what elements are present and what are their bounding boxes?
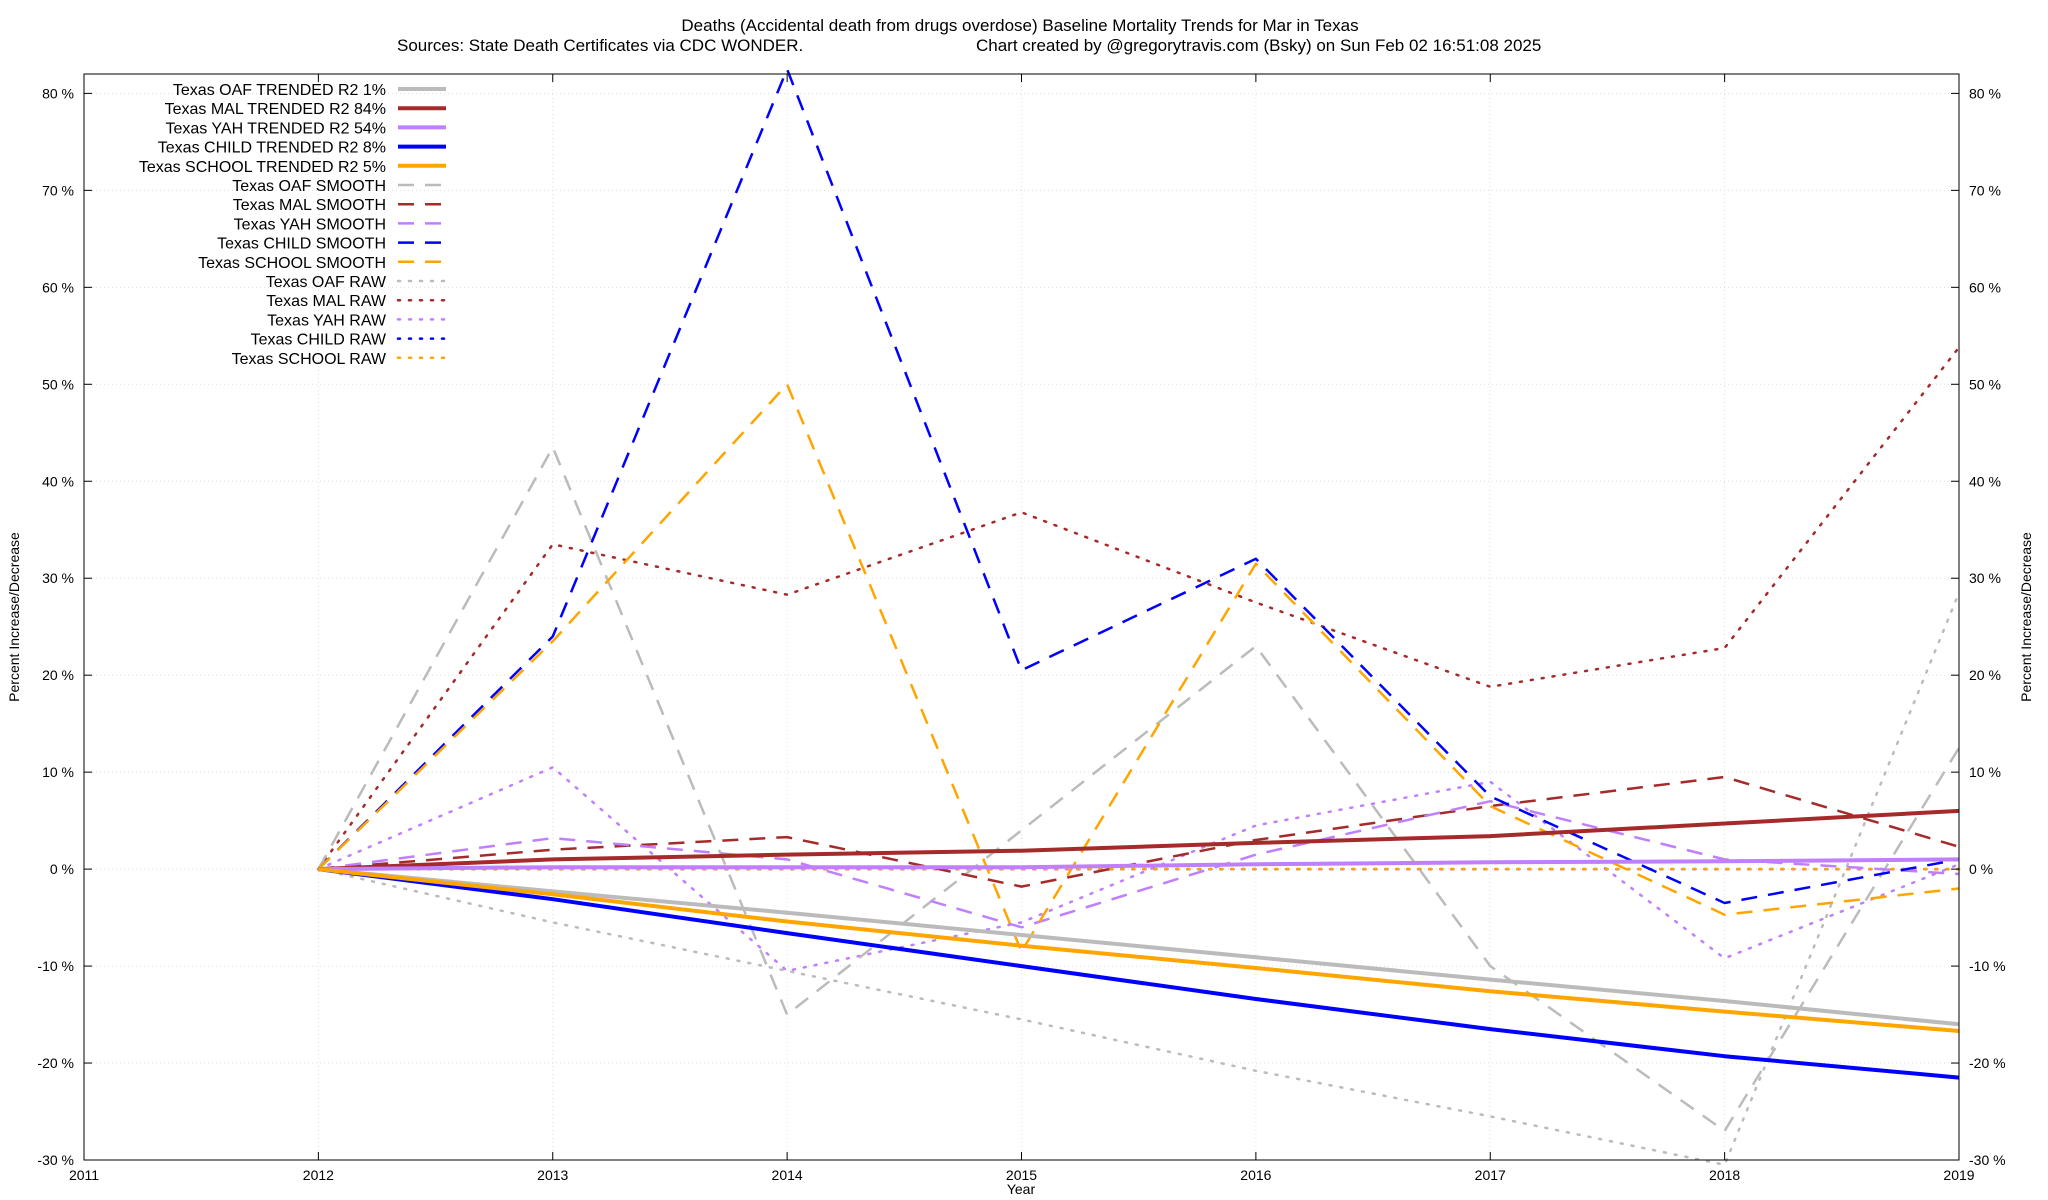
chart-subtitle-credit: Chart created by @gregorytravis.com (Bsk… bbox=[976, 36, 1541, 55]
y-tick-label-right: 40 % bbox=[1969, 473, 2001, 489]
series-group bbox=[317, 67, 1961, 1167]
legend-label-child-raw: Texas CHILD RAW bbox=[251, 332, 387, 349]
series-line-child-trended bbox=[318, 867, 1960, 1080]
x-tick-label: 2018 bbox=[1709, 1167, 1740, 1183]
y-axis-label-left: Percent Increase/Decrease bbox=[6, 532, 22, 702]
series-line-school-smooth bbox=[317, 383, 1960, 953]
x-tick-label: 2014 bbox=[772, 1167, 803, 1183]
y-tick-label-left: 50 % bbox=[42, 376, 74, 392]
y-tick-label-left: 20 % bbox=[42, 667, 74, 683]
y-tick-label-right: 20 % bbox=[1969, 667, 2001, 683]
legend-label-school-smooth: Texas SCHOOL SMOOTH bbox=[198, 255, 386, 272]
y-tick-label-left: 40 % bbox=[42, 473, 74, 489]
y-tick-label-right: 50 % bbox=[1969, 376, 2001, 392]
legend-label-mal-smooth: Texas MAL SMOOTH bbox=[233, 197, 386, 214]
y-tick-label-left: 30 % bbox=[42, 570, 74, 586]
ticks: 2011 2012 2013 2014 2015 2016 2017 2018 2019-30 … bbox=[37, 74, 2006, 1183]
y-axis-label-right: Percent Increase/Decrease bbox=[2018, 532, 2034, 702]
y-tick-label-right: 60 % bbox=[1969, 279, 2001, 295]
x-tick-label: 2017 bbox=[1475, 1167, 1506, 1183]
x-tick-label: 2011 bbox=[69, 1167, 99, 1183]
y-tick-label-right: -20 % bbox=[1969, 1055, 2006, 1071]
legend-label-mal-raw: Texas MAL RAW bbox=[266, 293, 387, 310]
series-line-oaf-trended bbox=[318, 867, 1960, 1027]
legend: Texas OAF TRENDED R2 1% Texas MAL TRENDED… bbox=[139, 82, 448, 368]
series-line-oaf-smooth bbox=[317, 446, 1961, 1133]
y-tick-label-right: 10 % bbox=[1969, 764, 2001, 780]
legend-label-child-trended: Texas CHILD TRENDED R2 8% bbox=[158, 140, 386, 157]
y-tick-label-right: 70 % bbox=[1969, 182, 2001, 198]
legend-label-school-trended: Texas SCHOOL TRENDED R2 5% bbox=[139, 159, 386, 176]
chart-subtitle-source: Sources: State Death Certificates via CD… bbox=[397, 36, 803, 55]
y-tick-label-right: -10 % bbox=[1969, 958, 2006, 974]
y-tick-label-left: 80 % bbox=[42, 85, 74, 101]
legend-label-oaf-trended: Texas OAF TRENDED R2 1% bbox=[173, 82, 386, 99]
legend-label-yah-smooth: Texas YAH SMOOTH bbox=[234, 216, 386, 233]
series-line-yah-raw bbox=[317, 766, 1961, 973]
y-tick-label-left: 0 % bbox=[50, 861, 74, 877]
legend-label-oaf-raw: Texas OAF RAW bbox=[266, 274, 387, 291]
x-tick-label: 2019 bbox=[1943, 1167, 1974, 1183]
y-tick-label-left: 10 % bbox=[42, 764, 74, 780]
y-tick-label-left: -30 % bbox=[37, 1152, 74, 1168]
series-line-yah-smooth bbox=[318, 799, 1960, 929]
x-tick-label: 2015 bbox=[1006, 1167, 1037, 1183]
legend-label-mal-trended: Texas MAL TRENDED R2 84% bbox=[165, 101, 386, 118]
series-line-yah-trended bbox=[318, 857, 1960, 872]
x-tick-label: 2016 bbox=[1240, 1167, 1271, 1183]
legend-label-yah-trended: Texas YAH TRENDED R2 54% bbox=[165, 120, 386, 137]
series-line-oaf-raw bbox=[317, 591, 1961, 1167]
series-line-school-trended bbox=[318, 867, 1960, 1033]
y-tick-label-right: 80 % bbox=[1969, 85, 2001, 101]
y-tick-label-left: -10 % bbox=[37, 958, 74, 974]
x-axis-label: Year bbox=[1007, 1181, 1036, 1197]
y-tick-label-right: 0 % bbox=[1969, 861, 1993, 877]
series-line-mal-trended bbox=[318, 808, 1960, 872]
y-tick-label-left: 60 % bbox=[42, 279, 74, 295]
legend-label-school-raw: Texas SCHOOL RAW bbox=[232, 351, 387, 368]
y-tick-label-left: 70 % bbox=[42, 182, 74, 198]
chart-title: Deaths (Accidental death from drugs over… bbox=[681, 16, 1358, 35]
series-line-mal-raw bbox=[317, 346, 1961, 871]
legend-label-child-smooth: Texas CHILD SMOOTH bbox=[217, 236, 386, 253]
series-line-child-smooth bbox=[317, 67, 1960, 905]
legend-label-yah-raw: Texas YAH RAW bbox=[267, 312, 387, 329]
series-line-mal-smooth bbox=[318, 775, 1960, 888]
y-tick-label-right: -30 % bbox=[1969, 1152, 2006, 1168]
y-tick-label-right: 30 % bbox=[1969, 570, 2001, 586]
x-tick-label: 2012 bbox=[303, 1167, 334, 1183]
y-tick-label-left: -20 % bbox=[37, 1055, 74, 1071]
x-tick-label: 2013 bbox=[537, 1167, 568, 1183]
legend-label-oaf-smooth: Texas OAF SMOOTH bbox=[232, 178, 386, 195]
